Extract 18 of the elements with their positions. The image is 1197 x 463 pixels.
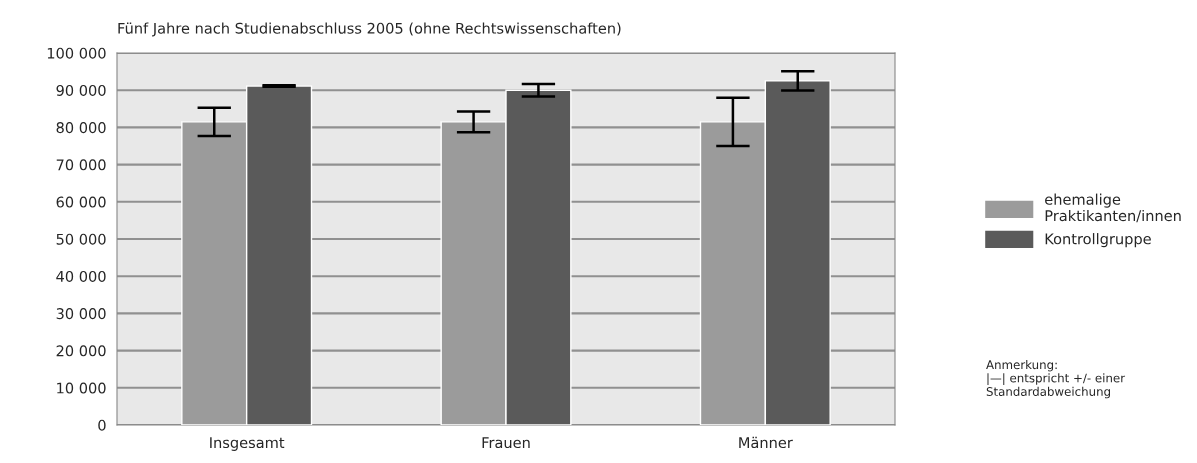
legend-label: ehemalige Praktikanten/innen [1045,193,1181,223]
x-tick-label: Insgesamt [210,437,285,451]
text: Anmerkung: |—| entspricht +/- einer Standardabweichung [986,360,1126,399]
x-tick-label: Männer [739,436,793,449]
chart-title: Fünf Jahre nach Studienabschluss 2005 (ohne Rechtswissenschaften) [118,22,621,37]
y-tick-label: 40 000 [56,270,106,282]
y-tick-label: 80 000 [56,122,106,134]
y-tick-label: 70 000 [56,159,106,171]
y-tick-label: 100 000 [47,47,106,59]
y-tick-label: 90 000 [56,84,106,96]
y-tick-label: 20 000 [56,345,106,357]
legend-label: Kontrollgruppe [1045,233,1151,248]
x-tick-label: Frauen [482,437,530,449]
y-tick-label: 10 000 [57,382,106,394]
y-tick-label: 60 000 [56,196,106,208]
y-tick-label: 50 000 [56,233,106,245]
y-tick-label: 30 000 [56,308,106,320]
y-tick-label: 0 [98,419,106,431]
